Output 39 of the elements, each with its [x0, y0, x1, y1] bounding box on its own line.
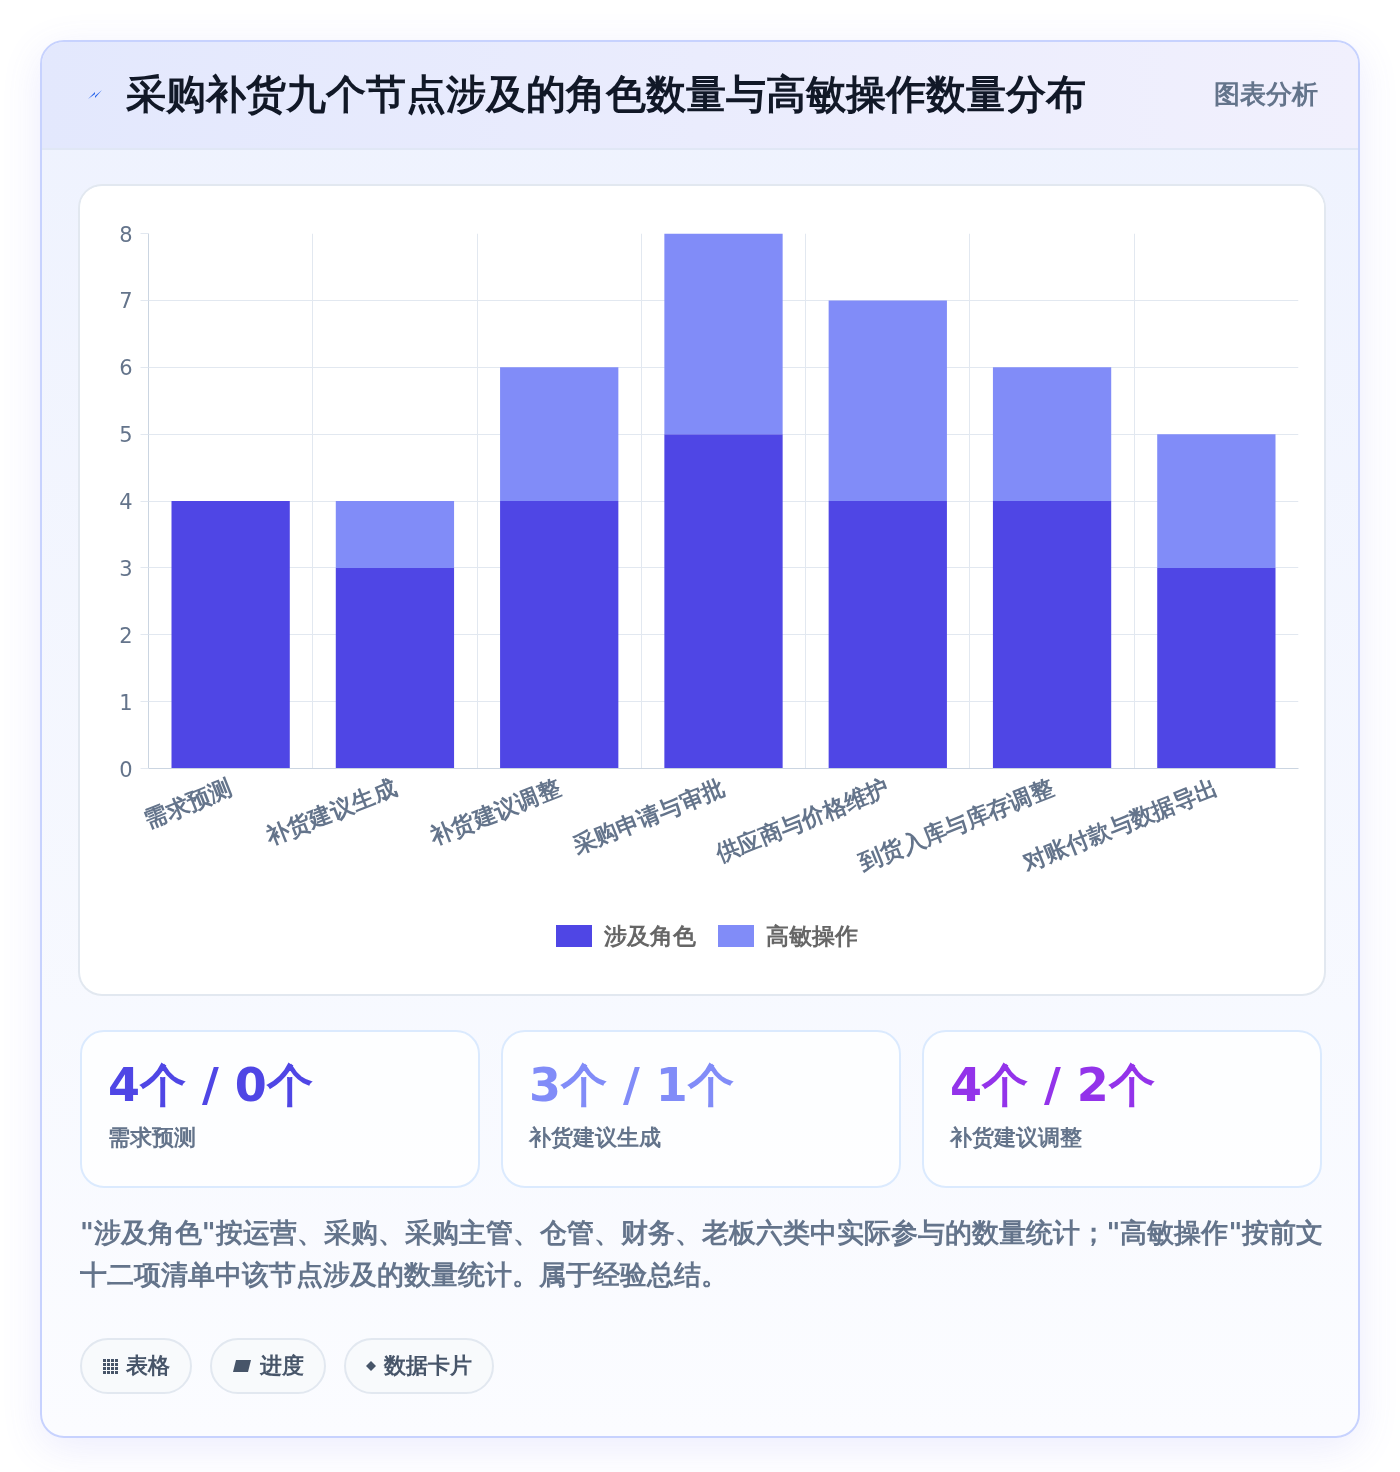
y-tick-label: 8	[119, 222, 133, 247]
text: 4个 / 2个	[950, 1057, 1156, 1114]
x-tick-label: 补货建议生成	[261, 774, 400, 851]
y-tick-label: 0	[119, 757, 133, 782]
y-tick-label: 7	[119, 289, 133, 314]
bar	[992, 501, 1112, 769]
bar	[664, 233, 783, 435]
y-tick-label: 6	[119, 356, 133, 381]
text: 4个 / 0个	[108, 1057, 314, 1114]
text: 进度	[260, 1352, 304, 1381]
bar	[335, 567, 455, 769]
y-tick-label: 4	[119, 490, 133, 514]
y-tick-label: 1	[119, 690, 133, 715]
bar	[171, 501, 290, 769]
bar	[500, 501, 619, 769]
y-tick-label: 5	[119, 423, 133, 448]
text: 补货建议调整	[950, 1124, 1083, 1152]
bar	[1157, 434, 1276, 568]
bar	[335, 501, 455, 568]
text: 3个 / 1个	[529, 1057, 735, 1114]
bar	[500, 367, 619, 501]
y-tick-label: 2	[119, 623, 133, 648]
text: 补货建议生成	[529, 1124, 662, 1152]
bar	[828, 501, 947, 769]
bar	[828, 300, 947, 501]
legend-label: 涉及角色	[604, 921, 696, 951]
text: 图表分析	[1214, 78, 1318, 112]
bar	[664, 434, 783, 769]
y-tick-label: 3	[119, 556, 133, 581]
text: "涉及角色"按运营、采购、采购主管、仓管、财务、老板六类中实际参与的数量统计；"高敏操作"按前文十二项清单中该节点涉及的数量统计。属于经验总结。	[80, 1216, 1324, 1292]
text: 数据卡片	[384, 1352, 472, 1381]
legend-label: 高敏操作	[766, 921, 858, 951]
text: 表格	[126, 1352, 170, 1381]
bar	[992, 367, 1112, 501]
x-tick-label: 需求预测	[140, 774, 236, 833]
bar	[1157, 567, 1276, 769]
x-tick-label: 补货建议调整	[425, 774, 565, 851]
text: 需求预测	[108, 1124, 197, 1152]
chart-title: 采购补货九个节点涉及的角色数量与高敏操作数量分布	[126, 70, 1086, 120]
